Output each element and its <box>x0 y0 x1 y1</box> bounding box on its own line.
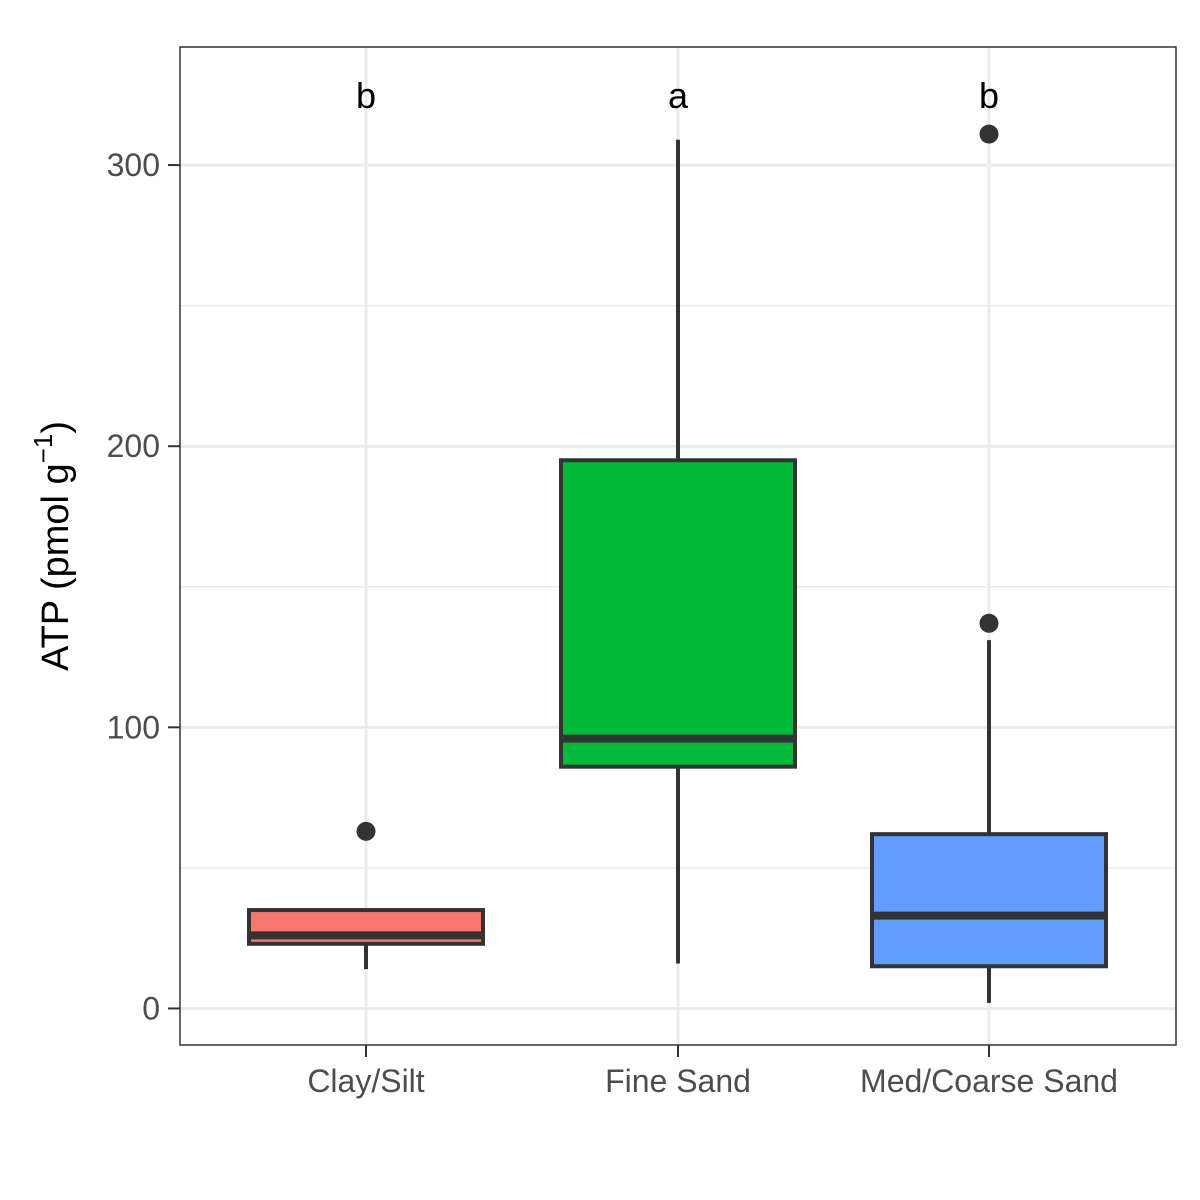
y-axis-title: ATP (pmol g−1) <box>28 421 77 671</box>
outlier-point <box>979 613 999 633</box>
box-group <box>870 124 1108 1003</box>
boxes-layer <box>247 124 1108 1003</box>
y-tick-label: 100 <box>107 709 160 745</box>
outlier-point <box>979 124 999 144</box>
significance-letter: b <box>356 75 376 116</box>
x-axis: Clay/Silt Fine Sand Med/Coarse Sand <box>307 1045 1118 1099</box>
y-tick-label: 0 <box>142 990 160 1026</box>
box-group <box>559 139 797 964</box>
y-axis-title-close: ) <box>35 421 77 434</box>
x-tick-label: Clay/Silt <box>307 1063 424 1099</box>
y-tick-label: 200 <box>107 428 160 464</box>
iqr-box <box>559 458 797 769</box>
y-tick-label: 300 <box>107 147 160 183</box>
x-tick-label: Med/Coarse Sand <box>860 1063 1118 1099</box>
significance-letter: b <box>979 75 999 116</box>
iqr-box <box>870 832 1108 969</box>
y-axis-title-main: ATP (pmol g <box>35 463 77 671</box>
y-axis-title-superscript: −1 <box>28 434 58 464</box>
significance-letter: a <box>668 75 689 116</box>
y-axis: 0 100 200 300 <box>107 147 180 1026</box>
outlier-point <box>356 821 376 841</box>
box-group <box>247 821 485 970</box>
x-tick-label: Fine Sand <box>605 1063 751 1099</box>
